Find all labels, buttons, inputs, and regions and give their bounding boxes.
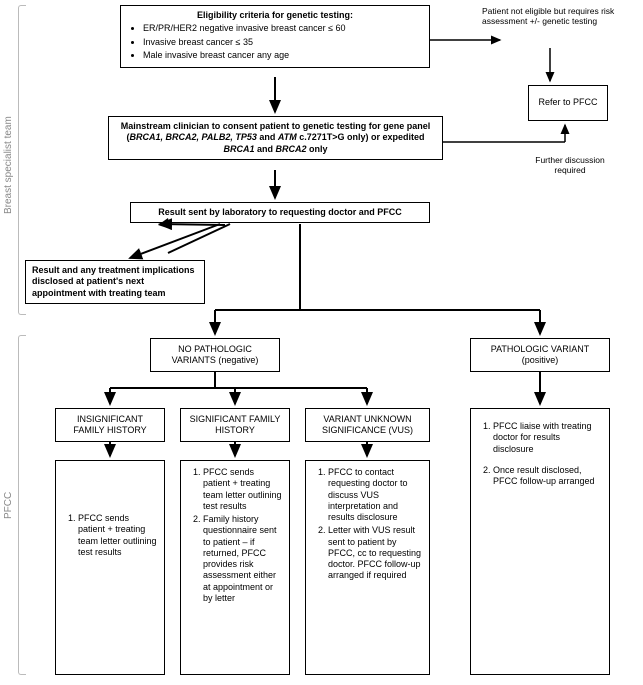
disclosure-text: Result and any treatment implications di… — [32, 265, 195, 298]
positive-header-box: PATHOLOGIC VARIANT (positive) — [470, 338, 610, 372]
consent-box: Mainstream clinician to consent patient … — [108, 116, 443, 160]
vus-header-box: VARIANT UNKNOWN SIGNIFICANCE (VUS) — [305, 408, 430, 442]
vus-box: PFCC to contact requesting doctor to dis… — [305, 460, 430, 675]
refer-box: Refer to PFCC — [528, 85, 608, 121]
note-further: Further discussion required — [520, 155, 620, 175]
eligibility-item: ER/PR/HER2 negative invasive breast canc… — [143, 23, 423, 34]
sig-box: PFCC sends patient + treating team lette… — [180, 460, 290, 675]
label-breast-team: Breast specialist team — [3, 70, 14, 260]
insig-box: PFCC sends patient + treating team lette… — [55, 460, 165, 675]
result-sent-text: Result sent by laboratory to requesting … — [158, 207, 402, 217]
eligibility-box: Eligibility criteria for genetic testing… — [120, 5, 430, 68]
eligibility-item: Male invasive breast cancer any age — [143, 50, 423, 61]
pos-box: PFCC liaise with treating doctor for res… — [470, 408, 610, 675]
negative-header-box: NO PATHOLOGIC VARIANTS (negative) — [150, 338, 280, 372]
insig-header-box: INSIGNIFICANT FAMILY HISTORY — [55, 408, 165, 442]
refer-text: Refer to PFCC — [538, 97, 597, 108]
eligibility-title: Eligibility criteria for genetic testing… — [127, 10, 423, 21]
positive-header-text: PATHOLOGIC VARIANT (positive) — [477, 344, 603, 367]
bracket-bottom — [18, 335, 26, 675]
result-sent-box: Result sent by laboratory to requesting … — [130, 202, 430, 223]
sig-header-box: SIGNIFICANT FAMILY HISTORY — [180, 408, 290, 442]
disclosure-box: Result and any treatment implications di… — [25, 260, 205, 304]
negative-header-text: NO PATHOLOGIC VARIANTS (negative) — [157, 344, 273, 367]
note-not-eligible: Patient not eligible but requires risk a… — [482, 6, 622, 26]
label-pfcc: PFCC — [3, 480, 14, 530]
eligibility-item: Invasive breast cancer ≤ 35 — [143, 37, 423, 48]
eligibility-list: ER/PR/HER2 negative invasive breast canc… — [127, 23, 423, 61]
